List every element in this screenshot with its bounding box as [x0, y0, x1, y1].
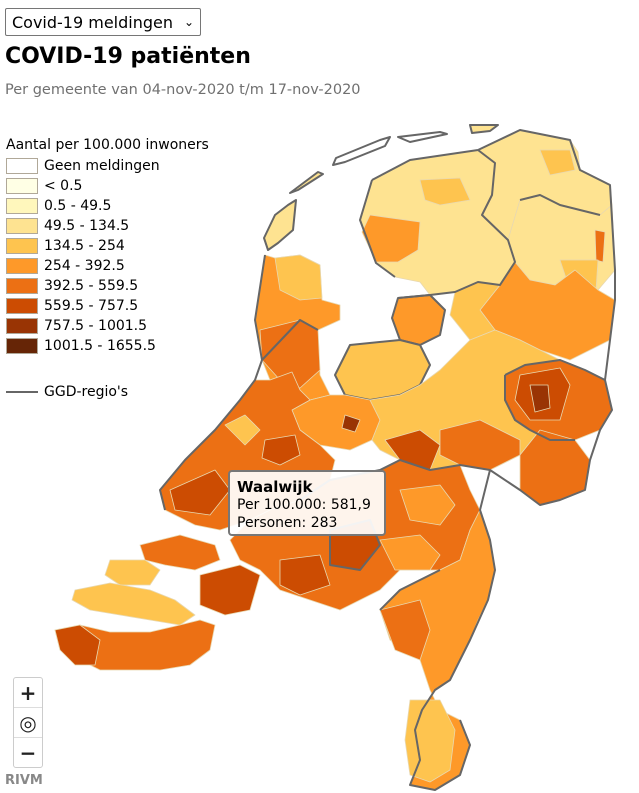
region-schouwen	[139, 534, 221, 571]
source-credit: RIVM	[5, 773, 43, 788]
map-legend: Aantal per 100.000 inwoners Geen melding…	[6, 137, 209, 402]
legend-label: 559.5 - 757.5	[44, 298, 139, 314]
legend-item: 392.5 - 559.5	[6, 276, 209, 296]
legend-item: < 0.5	[6, 176, 209, 196]
legend-label: Geen meldingen	[44, 158, 160, 174]
legend-item: 134.5 - 254	[6, 236, 209, 256]
legend-swatch	[6, 158, 38, 174]
legend-swatch	[6, 338, 38, 354]
legend-swatch	[6, 318, 38, 334]
legend-item: 1001.5 - 1655.5	[6, 336, 209, 356]
zoom-controls: + ◎ −	[13, 677, 43, 768]
chevron-down-icon: ⌄	[183, 15, 194, 29]
boundary-line-icon	[6, 391, 38, 393]
legend-label: 0.5 - 49.5	[44, 198, 112, 214]
legend-title: Aantal per 100.000 inwoners	[6, 137, 209, 153]
zoom-out-button[interactable]: −	[19, 740, 37, 765]
dataset-select-value: Covid-19 meldingen	[12, 12, 174, 32]
legend-label: < 0.5	[44, 178, 83, 194]
legend-label: 254 - 392.5	[44, 258, 125, 274]
region-goeree	[104, 559, 161, 586]
region-vlieland	[289, 171, 324, 194]
page-subtitle: Per gemeente van 04-nov-2020 t/m 17-nov-…	[5, 82, 361, 98]
legend-swatch	[6, 278, 38, 294]
legend-swatch	[6, 198, 38, 214]
legend-item: 254 - 392.5	[6, 256, 209, 276]
legend-swatch	[6, 258, 38, 274]
legend-swatch	[6, 298, 38, 314]
region-flevoland	[391, 294, 446, 346]
tooltip-municipality: Waalwijk	[237, 478, 313, 496]
region-ameland	[397, 131, 448, 143]
region-texel	[263, 199, 297, 251]
dataset-select[interactable]: Covid-19 meldingen ⌄	[5, 8, 201, 36]
legend-label: 392.5 - 559.5	[44, 278, 139, 294]
legend-label: 1001.5 - 1655.5	[44, 338, 156, 354]
region-schiermonnikoog	[469, 124, 499, 134]
legend-swatch	[6, 218, 38, 234]
legend-item: 49.5 - 134.5	[6, 216, 209, 236]
map-tooltip: Waalwijk Per 100.000: 581,9 Personen: 28…	[228, 470, 386, 536]
zoom-in-button[interactable]: +	[14, 678, 42, 708]
legend-item: Geen meldingen	[6, 156, 209, 176]
legend-label: 134.5 - 254	[44, 238, 125, 254]
region-terschelling	[332, 136, 391, 166]
legend-label: 49.5 - 134.5	[44, 218, 130, 234]
legend-label: 757.5 - 1001.5	[44, 318, 148, 334]
tooltip-per100k: Per 100.000: 581,9	[237, 497, 371, 513]
legend-item: 757.5 - 1001.5	[6, 316, 209, 336]
legend-boundary-item: GGD-regio's	[6, 382, 209, 402]
legend-boundary-label: GGD-regio's	[44, 384, 129, 400]
region-walcheren	[71, 582, 196, 626]
page-title: COVID-19 patiënten	[5, 44, 251, 69]
reset-view-button[interactable]: ◎	[14, 708, 42, 738]
legend-swatch	[6, 238, 38, 254]
tooltip-persons: Personen: 283	[237, 515, 338, 531]
region-zuid-beveland	[199, 564, 261, 616]
legend-item: 0.5 - 49.5	[6, 196, 209, 216]
legend-swatch	[6, 178, 38, 194]
legend-item: 559.5 - 757.5	[6, 296, 209, 316]
